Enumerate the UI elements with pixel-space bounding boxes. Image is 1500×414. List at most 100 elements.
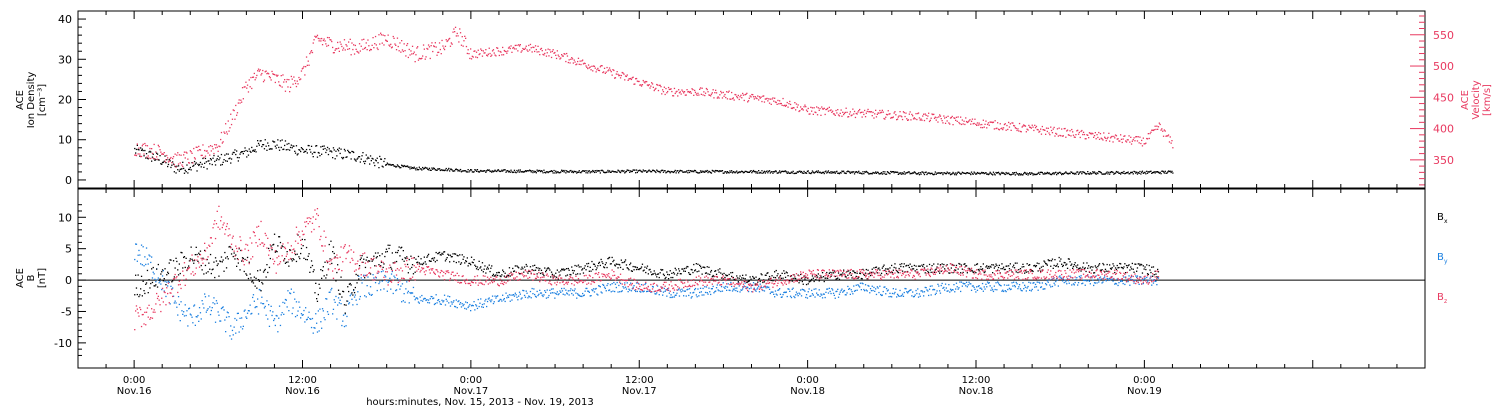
ion-density-series-point (517, 171, 518, 172)
by-series-point (297, 315, 298, 316)
ion-density-series-point (995, 174, 996, 175)
ion-density-series-point (586, 170, 587, 171)
by-series-point (741, 290, 742, 291)
by-series-point (282, 312, 283, 313)
by-series-point (883, 291, 884, 292)
velocity-series-point (228, 120, 229, 121)
bx-series-point (872, 269, 873, 270)
velocity-series-point (137, 143, 138, 144)
by-series-point (245, 316, 246, 317)
bx-series-point (450, 255, 451, 256)
bx-series-point (191, 247, 192, 248)
by-series-point (948, 284, 949, 285)
ion-density-series-point (1056, 174, 1057, 175)
by-series-point (663, 292, 664, 293)
velocity-series-point (513, 47, 514, 48)
bx-series-point (399, 246, 400, 247)
velocity-series-point (300, 78, 301, 79)
by-series-point (149, 255, 150, 256)
velocity-series-point (224, 133, 225, 134)
bx-series-point (504, 276, 505, 277)
by-series-point (379, 281, 380, 282)
by-series-point (385, 276, 386, 277)
velocity-series-point (707, 89, 708, 90)
by-series-point (234, 327, 235, 328)
velocity-series-point (319, 40, 320, 41)
ion-density-series-point (378, 167, 379, 168)
by-series-point (1069, 276, 1070, 277)
bx-series-point (619, 264, 620, 265)
ion-density-series-point (265, 139, 266, 140)
velocity-series-point (819, 108, 820, 109)
by-series-point (822, 297, 823, 298)
by-series-point (1023, 288, 1024, 289)
by-series-point (1041, 286, 1042, 287)
by-series-point (716, 287, 717, 288)
bx-series-point (233, 256, 234, 257)
by-series-point (534, 294, 535, 295)
velocity-series-point (590, 69, 591, 70)
bx-series-point (180, 273, 181, 274)
ion-density-series-point (687, 172, 688, 173)
by-series-point (1101, 278, 1102, 279)
velocity-series-point (591, 66, 592, 67)
velocity-series-point (281, 75, 282, 76)
by-series-point (759, 291, 760, 292)
by-series-point (217, 303, 218, 304)
bx-series-point (804, 278, 805, 279)
ion-density-series-point (332, 157, 333, 158)
by-series-point (388, 281, 389, 282)
ion-density-series-point (300, 151, 301, 152)
ion-density-series-point (195, 164, 196, 165)
bx-series-point (674, 273, 675, 274)
bx-series-point (196, 254, 197, 255)
by-series-point (665, 291, 666, 292)
by-series-point (769, 289, 770, 290)
by-series-point (214, 303, 215, 304)
by-series-point (560, 292, 561, 293)
by-series-point (857, 290, 858, 291)
velocity-series-point (425, 56, 426, 57)
velocity-series-point (668, 87, 669, 88)
bx-series-point (842, 272, 843, 273)
by-series-point (681, 289, 682, 290)
by-series-point (420, 300, 421, 301)
bx-series-point (808, 283, 809, 284)
bx-series-point (352, 294, 353, 295)
ion-density-series-point (386, 164, 387, 165)
bx-series-point (159, 279, 160, 280)
bx-series-point (485, 272, 486, 273)
velocity-series-point (1085, 138, 1086, 139)
bx-series-point (140, 288, 141, 289)
by-series-point (1095, 282, 1096, 283)
bx-series-point (136, 287, 137, 288)
velocity-series-point (805, 106, 806, 107)
by-series-point (647, 291, 648, 292)
velocity-series-point (396, 49, 397, 50)
by-series-point (996, 289, 997, 290)
by-series-point (1084, 280, 1085, 281)
velocity-series-point (634, 83, 635, 84)
velocity-series-point (1116, 135, 1117, 136)
ion-density-series-point (445, 169, 446, 170)
ion-density-series-point (886, 174, 887, 175)
velocity-series-point (704, 95, 705, 96)
velocity-series-point (936, 117, 937, 118)
bx-series-point (286, 262, 287, 263)
ion-density-series-point (288, 143, 289, 144)
bx-series-point (395, 252, 396, 253)
bx-series-point (479, 267, 480, 268)
velocity-series-point (488, 54, 489, 55)
by-series-point (386, 280, 387, 281)
by-series-point (319, 330, 320, 331)
bx-series-point (521, 267, 522, 268)
velocity-series-point (494, 52, 495, 53)
bx-series-point (259, 281, 260, 282)
by-series-point (859, 286, 860, 287)
ion-density-series-point (663, 172, 664, 173)
bx-series-point (138, 274, 139, 275)
ion-density-series-point (628, 170, 629, 171)
ion-density-series-point (320, 146, 321, 147)
bx-series-point (723, 273, 724, 274)
by-series-point (478, 299, 479, 300)
